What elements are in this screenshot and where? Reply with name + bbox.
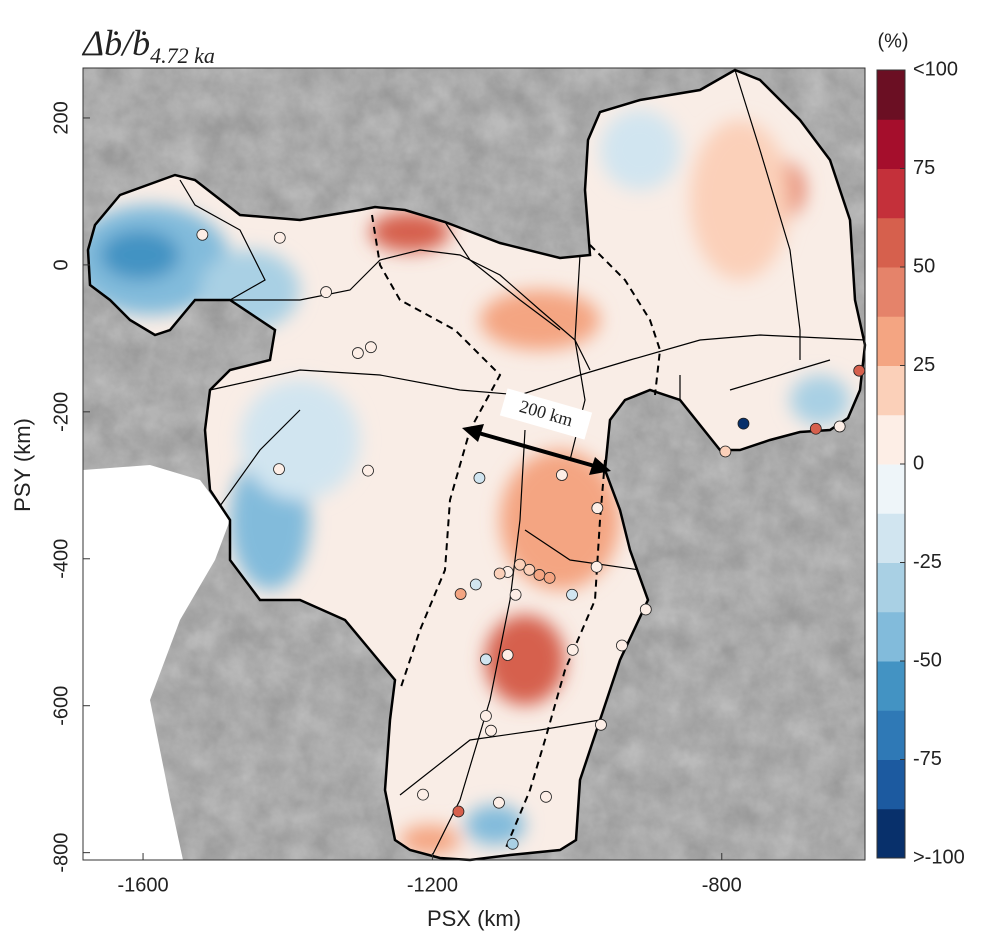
colorbar-band [877,168,905,219]
sample-point [509,588,522,601]
sample-point [514,558,526,571]
colorbar-tick-label: 50 [913,255,935,277]
colorbar-label: (%) [877,30,908,52]
colorbar-band [877,267,905,317]
plot-frame [82,67,866,861]
sample-point [273,463,285,476]
sample-point [351,347,364,359]
sample-point [469,578,482,591]
sample-point [493,796,505,809]
chart-title: Δḃ/ḃ4.72 ka [81,23,215,68]
colorbar-tick-label: -50 [913,649,942,671]
title-main: Δḃ/ḃ [81,23,150,63]
colorbar-band [877,513,905,563]
colorbar-band [877,611,905,662]
y-tick-label: -800 [50,833,72,873]
x-tick-label: -1600 [117,874,168,896]
sample-point [365,341,377,354]
y-tick-label: -600 [50,686,72,726]
sample-point [853,364,866,377]
sample-point [809,422,822,435]
colorbar-band [877,365,905,416]
y-tick-label: 200 [50,101,72,134]
sample-point [523,563,536,576]
colorbar-band [877,661,905,711]
colorbar-band [877,119,905,169]
sample-point [480,653,492,666]
sample-point [485,724,497,737]
sample-point [454,588,467,600]
sample-point [473,472,486,484]
sample-point [417,788,429,801]
sample-point [590,560,603,573]
y-tick-label: 0 [50,259,72,270]
sample-point [480,710,492,722]
colorbar-band [877,710,905,760]
colorbar-band [877,316,905,366]
colorbar-band [877,414,905,465]
colorbar-tick-label: 0 [913,452,924,474]
sample-point [533,569,546,581]
colorbar-tick-label: -25 [913,551,942,573]
colorbar-band [877,217,905,268]
sample-point [543,571,556,584]
colorbar-band [877,70,905,120]
y-axis-label: PSY (km) [10,418,35,512]
colorbar-band [877,562,905,613]
sample-point [493,567,506,580]
y-tick-label: -200 [50,392,72,432]
colorbar-band [877,808,905,859]
sample-point [506,837,519,850]
x-tick-label: -800 [702,874,742,896]
axes: -1600 -1200 -800 200 0 -200 -400 -600 -800 [50,101,742,896]
points [196,228,866,850]
colorbar-band [877,464,905,514]
sample-point [362,464,374,477]
sample-point [540,790,552,803]
sample-point [452,805,465,818]
colorbar: <100 75 50 25 0 -25 -50 -75 >-100 [876,58,965,868]
sample-point [616,639,628,652]
sample-point [719,445,732,458]
colorbar-tick-label: <100 [913,58,958,80]
sample-point [737,417,750,430]
sample-point [639,603,652,616]
sample-point [566,643,579,656]
sample-point [555,469,568,481]
sample-point [591,502,604,514]
sample-point [196,228,209,241]
sample-point [273,231,286,244]
x-axis-label: PSX (km) [427,906,521,931]
colorbar-tick-label: 25 [913,354,935,376]
title-subscript: 4.72 ka [150,43,215,68]
sample-point [501,649,514,661]
sample-point [833,420,846,433]
sample-point [595,718,607,731]
x-tick-label: -1200 [407,874,458,896]
colorbar-tick-label: 75 [913,157,935,179]
colorbar-band [877,759,905,810]
sample-point [566,588,578,601]
sample-point [320,286,332,298]
colorbar-tick-label: >-100 [913,846,965,868]
y-tick-label: -400 [50,539,72,579]
dashed-lines [371,214,662,851]
colorbar-tick-label: -75 [913,748,942,770]
